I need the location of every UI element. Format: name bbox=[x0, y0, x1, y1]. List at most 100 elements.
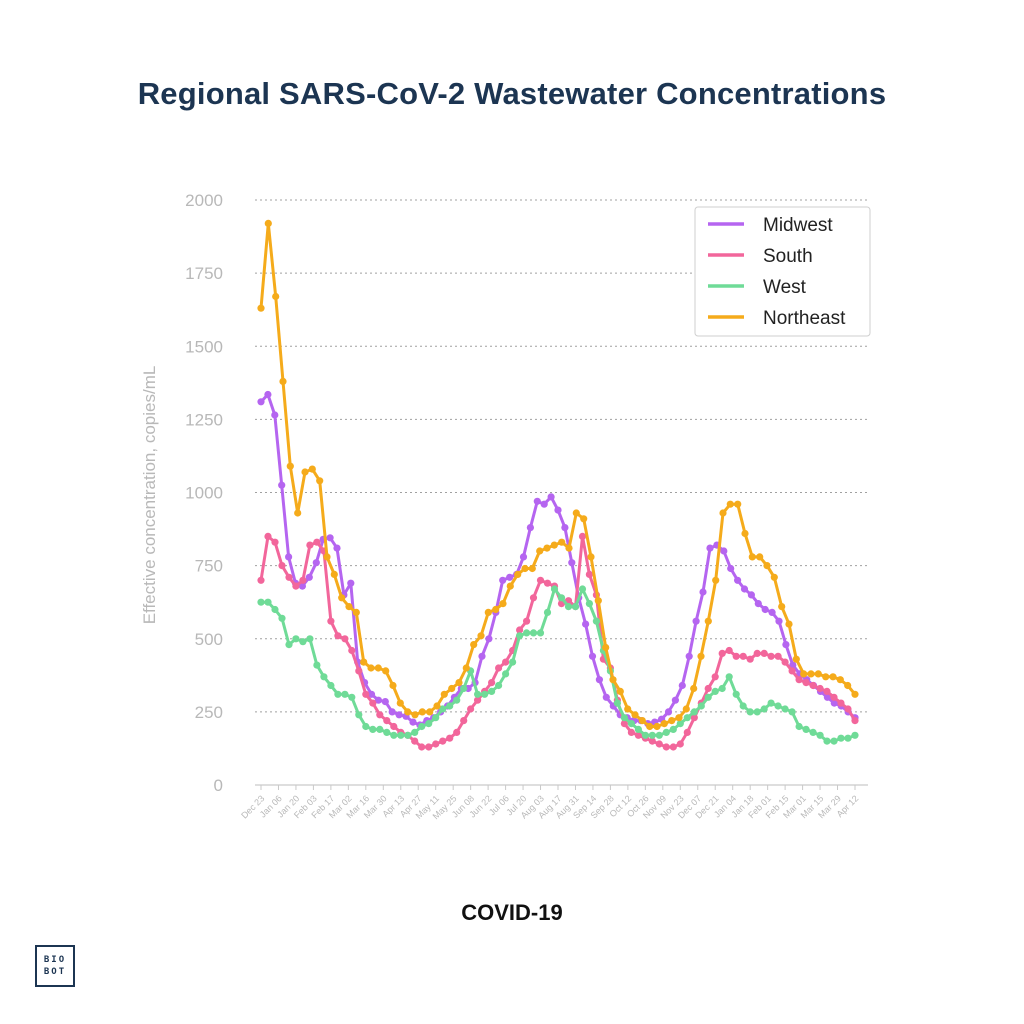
data-point bbox=[823, 687, 831, 696]
data-point bbox=[778, 603, 786, 611]
data-point bbox=[739, 652, 747, 660]
data-point bbox=[529, 629, 538, 637]
data-point bbox=[528, 564, 536, 573]
data-point bbox=[699, 588, 707, 596]
data-point bbox=[712, 576, 720, 584]
data-point bbox=[299, 576, 307, 584]
data-point bbox=[338, 594, 346, 602]
series-northeast bbox=[257, 219, 859, 731]
data-point bbox=[383, 728, 391, 737]
data-point bbox=[376, 725, 384, 734]
data-point bbox=[426, 708, 434, 716]
data-point bbox=[334, 632, 342, 640]
data-point bbox=[822, 673, 830, 681]
data-point bbox=[770, 573, 778, 581]
data-point bbox=[754, 600, 762, 608]
data-point bbox=[271, 538, 279, 546]
data-point bbox=[404, 731, 412, 739]
data-point bbox=[374, 664, 382, 672]
data-point bbox=[763, 562, 771, 570]
data-point bbox=[516, 626, 524, 634]
data-point bbox=[595, 676, 604, 684]
data-point bbox=[741, 529, 749, 538]
data-point bbox=[257, 398, 265, 406]
data-point bbox=[355, 667, 363, 675]
data-point bbox=[488, 679, 496, 687]
data-point bbox=[620, 720, 629, 728]
data-point bbox=[396, 699, 404, 707]
data-point bbox=[418, 722, 426, 731]
legend-box bbox=[694, 206, 871, 337]
data-point bbox=[594, 597, 602, 605]
data-point bbox=[800, 670, 808, 678]
data-point bbox=[697, 652, 705, 660]
data-point bbox=[362, 722, 370, 731]
data-point bbox=[789, 661, 797, 669]
data-point bbox=[272, 292, 280, 301]
data-point bbox=[477, 632, 485, 640]
data-point bbox=[495, 681, 503, 690]
data-point bbox=[802, 725, 810, 734]
data-point bbox=[279, 377, 287, 385]
data-point bbox=[278, 481, 286, 489]
data-point bbox=[334, 690, 342, 698]
data-point bbox=[326, 534, 334, 542]
data-point bbox=[533, 497, 541, 505]
data-point bbox=[725, 673, 733, 681]
data-point bbox=[718, 684, 726, 693]
data-point bbox=[641, 731, 650, 739]
series-west bbox=[257, 585, 859, 745]
data-point bbox=[499, 576, 507, 584]
biobot-logo: BIO BOT bbox=[35, 945, 75, 987]
y-axis-ticks: 0 250 500 750 1000 1250 1500 1750 2000 bbox=[185, 191, 223, 795]
data-point bbox=[446, 734, 454, 742]
data-point bbox=[662, 743, 670, 751]
data-point bbox=[543, 608, 552, 617]
data-point bbox=[676, 740, 684, 748]
data-point bbox=[404, 708, 412, 716]
data-point bbox=[294, 509, 302, 517]
legend-label-northeast: Northeast bbox=[763, 308, 846, 329]
data-point bbox=[682, 705, 690, 713]
data-point bbox=[788, 667, 796, 675]
data-point bbox=[550, 541, 558, 549]
chart-title: Regional SARS-CoV-2 Wastewater Concentra… bbox=[137, 76, 887, 111]
data-point bbox=[675, 714, 683, 722]
data-point bbox=[748, 553, 756, 561]
data-point bbox=[704, 684, 712, 693]
data-point bbox=[470, 641, 478, 649]
data-point bbox=[536, 547, 544, 555]
data-point bbox=[571, 603, 580, 611]
data-point bbox=[582, 620, 590, 628]
data-point bbox=[692, 617, 700, 625]
data-point bbox=[734, 500, 742, 508]
data-point bbox=[851, 717, 859, 725]
data-point bbox=[264, 390, 272, 399]
data-point bbox=[646, 722, 654, 731]
data-point bbox=[333, 544, 341, 552]
data-point bbox=[523, 629, 531, 637]
data-point bbox=[774, 702, 782, 710]
data-point bbox=[390, 731, 398, 739]
data-point bbox=[613, 699, 622, 707]
data-point bbox=[668, 717, 676, 725]
data-point bbox=[844, 734, 852, 742]
data-point bbox=[655, 740, 663, 748]
data-point bbox=[389, 681, 397, 690]
data-point bbox=[554, 506, 562, 514]
data-point bbox=[453, 696, 461, 704]
data-point bbox=[756, 553, 764, 561]
data-point bbox=[305, 573, 313, 581]
data-point bbox=[685, 652, 693, 660]
data-point bbox=[678, 681, 686, 690]
y-tick-label: 1500 bbox=[185, 337, 223, 356]
data-point bbox=[655, 731, 663, 739]
data-point bbox=[278, 614, 286, 622]
data-point bbox=[565, 544, 573, 552]
data-point bbox=[690, 708, 698, 716]
data-point bbox=[785, 620, 793, 628]
data-point bbox=[697, 702, 705, 710]
data-point bbox=[578, 532, 587, 541]
data-point bbox=[292, 635, 300, 643]
data-point bbox=[823, 693, 832, 701]
